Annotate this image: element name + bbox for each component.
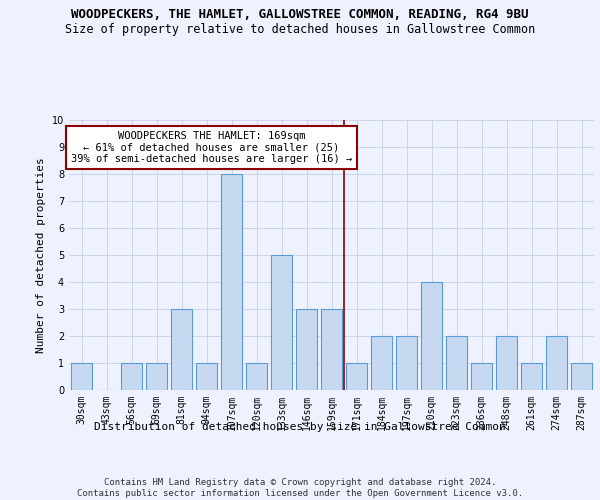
Text: Distribution of detached houses by size in Gallowstree Common: Distribution of detached houses by size … [94,422,506,432]
Bar [446,336,467,390]
Bar [321,309,342,390]
Bar [346,363,367,390]
Bar [471,363,492,390]
Bar [121,363,142,390]
Bar [571,363,592,390]
Bar [71,363,92,390]
Bar [396,336,417,390]
Bar [521,363,542,390]
Bar [246,363,267,390]
Bar [371,336,392,390]
Bar [496,336,517,390]
Bar [221,174,242,390]
Bar [296,309,317,390]
Bar [546,336,567,390]
Y-axis label: Number of detached properties: Number of detached properties [37,157,46,353]
Text: Size of property relative to detached houses in Gallowstree Common: Size of property relative to detached ho… [65,22,535,36]
Bar [421,282,442,390]
Text: WOODPECKERS, THE HAMLET, GALLOWSTREE COMMON, READING, RG4 9BU: WOODPECKERS, THE HAMLET, GALLOWSTREE COM… [71,8,529,20]
Text: Contains HM Land Registry data © Crown copyright and database right 2024.
Contai: Contains HM Land Registry data © Crown c… [77,478,523,498]
Bar [196,363,217,390]
Text: WOODPECKERS THE HAMLET: 169sqm
← 61% of detached houses are smaller (25)
39% of : WOODPECKERS THE HAMLET: 169sqm ← 61% of … [71,131,352,164]
Bar [146,363,167,390]
Bar [171,309,192,390]
Bar [271,255,292,390]
